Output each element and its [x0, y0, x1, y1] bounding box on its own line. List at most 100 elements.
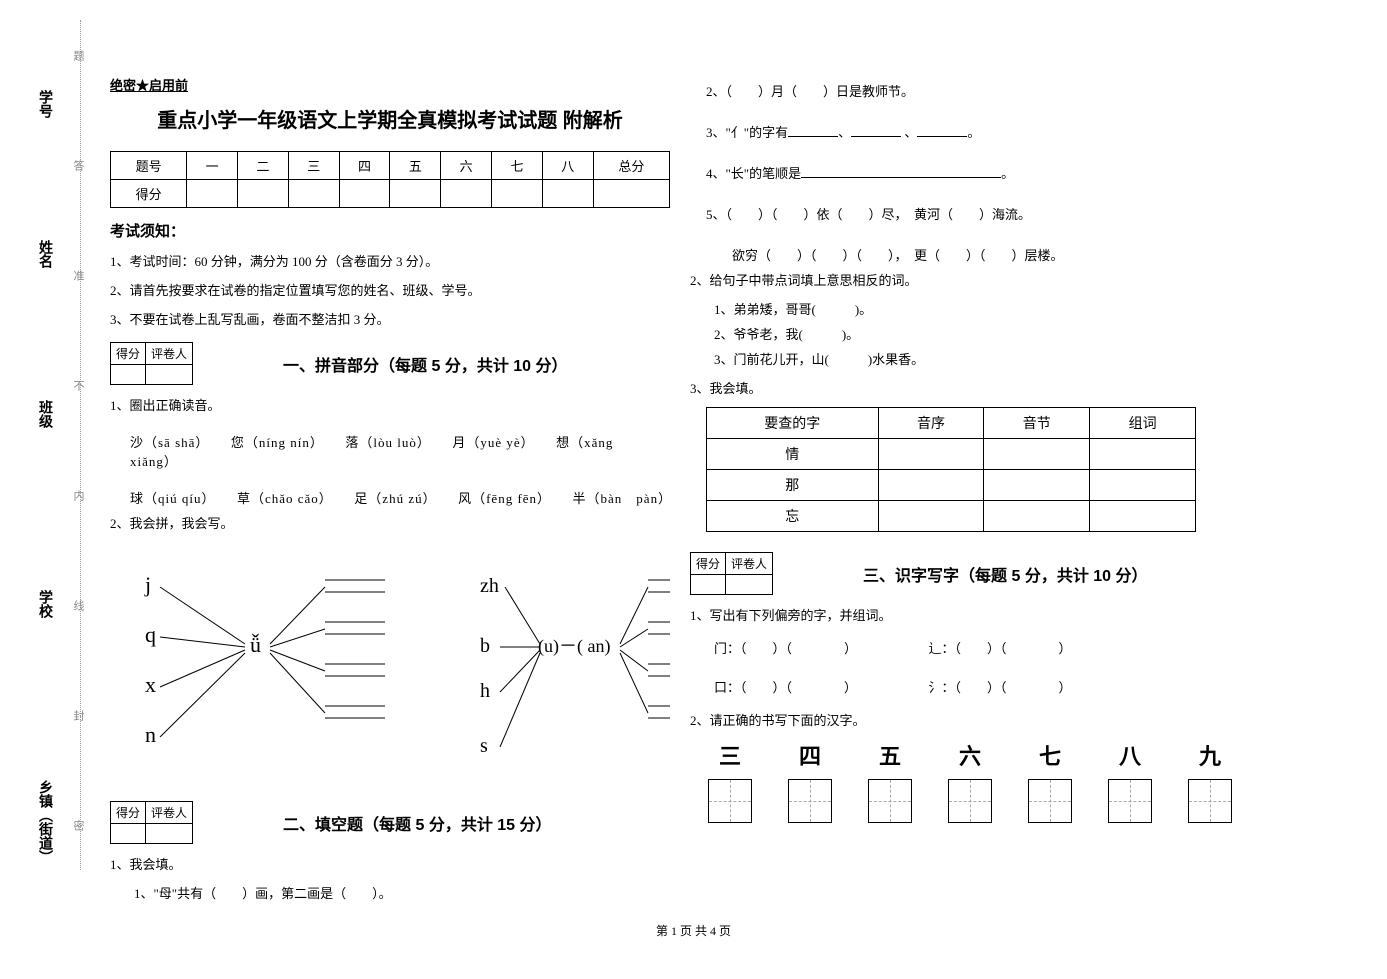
- lookup-cell: [878, 470, 984, 501]
- seal-word: 题: [70, 50, 86, 67]
- score-cell: [593, 180, 669, 208]
- binding-field-class: 班级: [37, 400, 52, 428]
- table-row: 情: [707, 439, 1196, 470]
- consonant-x: x: [145, 672, 156, 697]
- score-cell: [542, 180, 593, 208]
- score-cell: [187, 180, 238, 208]
- binding-label: 班级: [34, 400, 54, 492]
- consonant-s: s: [480, 735, 488, 757]
- q-text: 3、"亻"的字有: [706, 125, 788, 140]
- lookup-cell: [878, 439, 984, 470]
- binding-label: 姓名: [34, 240, 54, 332]
- tian-grid-box: [708, 779, 752, 823]
- hanzi-boxes: [690, 779, 1250, 823]
- lookup-cell: [1090, 439, 1196, 470]
- score-cell: [390, 180, 441, 208]
- lookup-char: 情: [707, 439, 879, 470]
- col-header: 七: [492, 152, 543, 180]
- score-label: 得分: [691, 553, 726, 575]
- score-cell: [691, 575, 726, 595]
- lookup-char: 忘: [707, 501, 879, 532]
- vowel-u: ǚ: [250, 632, 261, 657]
- left-column: 绝密★启用前 重点小学一年级语文上学期全真模拟考试试题 附解析 题号 一 二 三…: [110, 75, 670, 908]
- score-cell: [111, 824, 146, 844]
- section3-heading: 三、识字写字（每题 5 分，共计 10 分）: [863, 562, 1147, 586]
- q1-label: 1、圈出正确读音。: [110, 395, 670, 414]
- col-header: 组词: [1090, 408, 1196, 439]
- s2-q1-1: 1、"母"共有（ ）画，第二画是（ ）。: [134, 883, 670, 902]
- lookup-cell: [984, 439, 1090, 470]
- grader-label: 评卷人: [726, 553, 773, 575]
- s3-q1-l2: 口：（ ）（ ） 氵：（ ）（ ）: [714, 677, 1250, 696]
- blank: [801, 164, 1001, 178]
- section1-heading: 一、拼音部分（每题 5 分，共计 10 分）: [283, 352, 567, 376]
- s2-q1-5b: 欲穷（ ）（ ）（ ）， 更（ ）（ ）层楼。: [706, 245, 1250, 264]
- lookup-char: 那: [707, 470, 879, 501]
- seal-word: 内: [70, 490, 86, 507]
- binding-label: 学校: [34, 590, 54, 682]
- lookup-cell: [1090, 470, 1196, 501]
- blank: [917, 123, 967, 137]
- score-grader-box: 得分评卷人: [690, 552, 773, 595]
- col-header: 题号: [111, 152, 187, 180]
- consonant-h: h: [480, 680, 490, 702]
- tian-grid-box: [1028, 779, 1072, 823]
- consonant-n: n: [145, 722, 156, 747]
- mid-uan: (u)－( an): [538, 636, 610, 657]
- seal-word: 准: [70, 270, 86, 287]
- binding-field-id: 学号: [37, 90, 52, 118]
- s3-q2-label: 2、请正确的书写下面的汉字。: [690, 710, 1250, 729]
- row-label: 得分: [111, 180, 187, 208]
- binding-label: 学号: [34, 90, 54, 182]
- grader-label: 评卷人: [146, 343, 193, 365]
- s3-q1-l1: 门：（ ）（ ） 辶：（ ）（ ）: [714, 638, 1250, 657]
- consonant-j: j: [144, 572, 151, 597]
- blank: [788, 123, 838, 137]
- score-cell: [339, 180, 390, 208]
- score-table: 题号 一 二 三 四 五 六 七 八 总分 得分: [110, 151, 670, 208]
- col-header: 音序: [878, 408, 984, 439]
- hanzi-char: 六: [959, 739, 981, 771]
- s2-q1-label: 1、我会填。: [110, 854, 670, 873]
- notice-line: 1、考试时间：60 分钟，满分为 100 分（含卷面分 3 分）。: [110, 251, 670, 270]
- s2-q1-2: 2、（ ）月（ ）日是教师节。: [706, 81, 1250, 100]
- notice-line: 2、请首先按要求在试卷的指定位置填写您的姓名、班级、学号。: [110, 280, 670, 299]
- q-text: 。: [967, 125, 980, 140]
- col-header: 音节: [984, 408, 1090, 439]
- s2-q2-1: 1、弟弟矮，哥哥( )。: [714, 299, 1250, 318]
- section2-heading: 二、填空题（每题 5 分，共计 15 分）: [283, 811, 551, 835]
- col-header: 三: [288, 152, 339, 180]
- lookup-cell: [984, 501, 1090, 532]
- score-cell: [238, 180, 289, 208]
- lookup-cell: [878, 501, 984, 532]
- binding-field-name: 姓名: [37, 240, 52, 268]
- col-header: 八: [542, 152, 593, 180]
- binding-field-school: 学校: [37, 590, 52, 618]
- tian-grid-box: [788, 779, 832, 823]
- table-row: 题号 一 二 三 四 五 六 七 八 总分: [111, 152, 670, 180]
- s2-q3-label: 3、我会填。: [690, 378, 1250, 397]
- pinyin-row: 沙（sā shā） 您（níng nín） 落（lòu luò） 月（yuè y…: [110, 432, 670, 470]
- s2-q2-label: 2、给句子中带点词填上意思相反的词。: [690, 270, 1250, 289]
- notice-line: 3、不要在试卷上乱写乱画，卷面不整洁扣 3 分。: [110, 309, 670, 328]
- hanzi-char: 四: [799, 739, 821, 771]
- score-cell: [288, 180, 339, 208]
- seal-line: [80, 20, 81, 870]
- col-header: 二: [238, 152, 289, 180]
- lookup-cell: [984, 470, 1090, 501]
- s3-q1-label: 1、写出有下列偏旁的字，并组词。: [690, 605, 1250, 624]
- grader-cell: [146, 365, 193, 385]
- hanzi-char: 八: [1119, 739, 1141, 771]
- hanzi-char: 七: [1039, 739, 1061, 771]
- consonant-q: q: [145, 622, 156, 647]
- exam-title: 重点小学一年级语文上学期全真模拟考试试题 附解析: [110, 104, 670, 133]
- s2-q2-2: 2、爷爷老，我( )。: [714, 324, 1250, 343]
- hanzi-char: 三: [719, 739, 741, 771]
- consonant-zh: zh: [480, 575, 499, 597]
- table-row: 得分: [111, 180, 670, 208]
- score-label: 得分: [111, 343, 146, 365]
- tian-grid-box: [948, 779, 992, 823]
- binding-label: 乡镇（街道）: [34, 780, 54, 928]
- col-header: 五: [390, 152, 441, 180]
- col-header: 要查的字: [707, 408, 879, 439]
